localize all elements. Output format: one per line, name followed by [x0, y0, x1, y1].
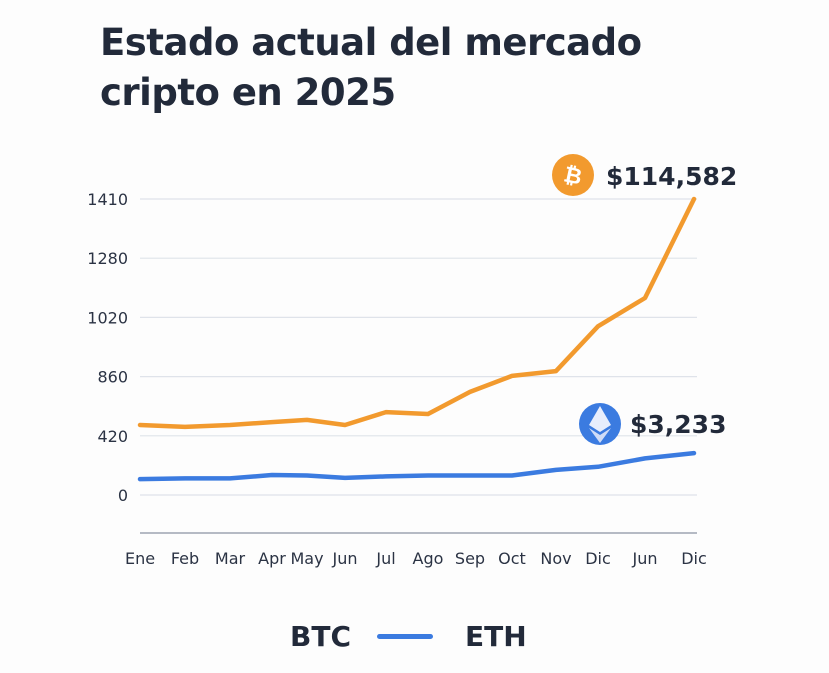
x-tick-label: Ago [413, 549, 444, 568]
x-tick-label: May [290, 549, 323, 568]
x-tick-label: Jul [375, 549, 395, 568]
x-tick-label: Dic [585, 549, 611, 568]
y-tick-label: 860 [97, 368, 128, 387]
y-tick-label: 0 [118, 486, 128, 505]
x-tick-label: Ene [125, 549, 155, 568]
legend-swatch-eth [377, 634, 433, 639]
eth-price-label: $3,233 [630, 410, 726, 439]
bitcoin-symbol: ₿ [561, 162, 584, 190]
bitcoin-icon [552, 154, 594, 196]
x-tick-label: Mar [215, 549, 246, 568]
legend: BTC ETH [290, 620, 527, 653]
x-tick-label: Jun [632, 549, 658, 568]
ethereum-diamond-top [589, 406, 611, 432]
btc-price-label: $114,582 [606, 162, 737, 191]
y-tick-label: 1410 [87, 190, 128, 209]
ethereum-diamond-bottom [589, 428, 611, 443]
chart-title: Estado actual del mercado cripto en 2025 [100, 21, 642, 114]
legend-label-eth: ETH [465, 620, 527, 653]
x-tick-label: Sep [455, 549, 485, 568]
y-tick-label: 420 [97, 427, 128, 446]
x-tick-label: Apr [258, 549, 286, 568]
series-line-eth [137, 450, 697, 482]
x-tick-label: Oct [498, 549, 526, 568]
series-line-btc [137, 196, 697, 430]
y-tick-label: 1280 [87, 249, 128, 268]
x-tick-label: Feb [171, 549, 199, 568]
legend-label-btc: BTC [290, 620, 351, 653]
x-tick-label: Jun [332, 549, 358, 568]
y-tick-label: 1020 [87, 308, 128, 327]
x-tick-label: Nov [540, 549, 571, 568]
x-tick-label: Dic [681, 549, 707, 568]
